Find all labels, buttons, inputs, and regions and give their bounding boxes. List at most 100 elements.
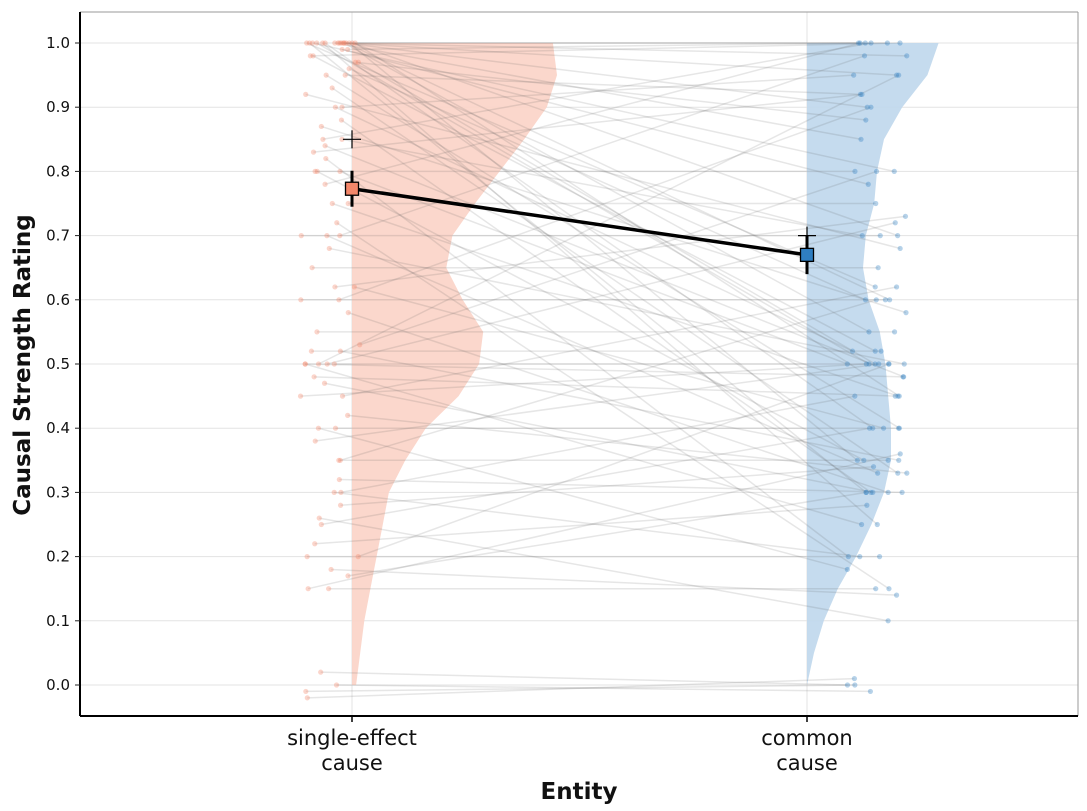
point-single-effect: [343, 40, 349, 46]
point-common: [864, 502, 870, 508]
point-common: [844, 682, 851, 688]
participant-line: [324, 382, 873, 494]
point-common: [868, 40, 874, 46]
participant-line: [307, 677, 855, 699]
point-single-effect: [339, 104, 345, 110]
participant-line: [305, 684, 855, 693]
participant-line: [334, 491, 860, 558]
participant-line: [334, 42, 862, 141]
participant-line: [347, 42, 859, 51]
point-single-effect: [326, 245, 332, 252]
point-common: [851, 72, 857, 78]
point-single-effect: [304, 695, 310, 701]
point-single-effect: [322, 143, 328, 149]
point-single-effect: [329, 200, 335, 207]
participant-line: [312, 42, 895, 173]
point-common: [872, 348, 878, 354]
point-common: [876, 554, 883, 560]
participant-line: [319, 517, 889, 622]
point-single-effect: [302, 361, 308, 367]
point-common: [896, 72, 902, 78]
participant-line: [359, 170, 877, 346]
x-category-label: common: [761, 726, 852, 750]
point-common: [873, 586, 879, 592]
point-common: [865, 181, 871, 187]
point-common: [844, 566, 850, 573]
participant-line: [335, 106, 853, 352]
participant-line: [321, 427, 870, 526]
point-common: [902, 213, 909, 219]
point-common: [870, 425, 876, 431]
point-common: [866, 361, 872, 367]
y-tick-label: 0.5: [46, 355, 70, 373]
participant-line: [342, 42, 897, 76]
participant-line: [339, 55, 865, 237]
point-single-effect: [314, 40, 320, 46]
point-common: [895, 470, 901, 476]
point-common: [863, 489, 869, 495]
participant-line: [324, 145, 904, 378]
point-common: [892, 393, 898, 399]
point-common: [897, 245, 903, 252]
participant-line: [316, 42, 870, 365]
point-common: [900, 374, 906, 380]
point-common: [882, 297, 888, 303]
point-common: [861, 53, 868, 59]
point-single-effect: [339, 40, 346, 46]
participant-line: [327, 222, 896, 365]
point-single-effect: [341, 40, 347, 46]
point-single-effect: [305, 586, 311, 592]
point-common: [857, 554, 863, 560]
participant-line: [345, 42, 890, 301]
participant-line: [347, 414, 907, 474]
participant-line: [340, 350, 899, 462]
y-tick-label: 0.2: [46, 548, 70, 566]
point-common: [894, 72, 900, 78]
point-single-effect: [309, 40, 316, 46]
point-common: [866, 425, 873, 431]
point-single-effect: [310, 149, 317, 155]
point-common: [844, 361, 850, 367]
point-common: [861, 457, 867, 463]
point-single-effect: [332, 40, 338, 46]
point-single-effect: [345, 200, 351, 207]
point-single-effect: [331, 489, 337, 495]
point-common: [872, 284, 878, 290]
participant-line: [357, 363, 890, 558]
point-common: [893, 592, 900, 598]
point-single-effect: [346, 40, 352, 46]
participant-line: [331, 87, 899, 474]
point-common: [873, 297, 879, 303]
point-single-effect: [332, 104, 338, 110]
point-single-effect: [302, 361, 308, 367]
point-single-effect: [335, 40, 341, 46]
point-common: [876, 361, 882, 367]
point-common: [873, 200, 879, 207]
point-single-effect: [355, 59, 361, 65]
point-common: [893, 284, 900, 290]
y-tick-label: 0.6: [46, 291, 70, 309]
point-common: [857, 91, 864, 97]
point-single-effect: [346, 66, 352, 72]
point-common: [875, 470, 881, 476]
point-single-effect: [324, 361, 330, 367]
point-common: [863, 361, 869, 367]
y-axis-title: Causal Strength Rating: [10, 214, 36, 516]
point-common: [854, 457, 860, 463]
participant-line: [315, 363, 879, 442]
point-single-effect: [307, 53, 313, 59]
point-common: [896, 457, 902, 463]
participant-line: [325, 74, 900, 429]
point-single-effect: [322, 181, 328, 187]
point-common: [896, 425, 903, 431]
point-single-effect: [320, 136, 326, 142]
point-single-effect: [339, 393, 346, 399]
point-common: [852, 168, 858, 174]
point-common: [904, 470, 910, 476]
point-single-effect: [312, 168, 318, 174]
point-common: [901, 374, 907, 380]
point-single-effect: [306, 40, 313, 46]
point-single-effect: [338, 40, 344, 46]
